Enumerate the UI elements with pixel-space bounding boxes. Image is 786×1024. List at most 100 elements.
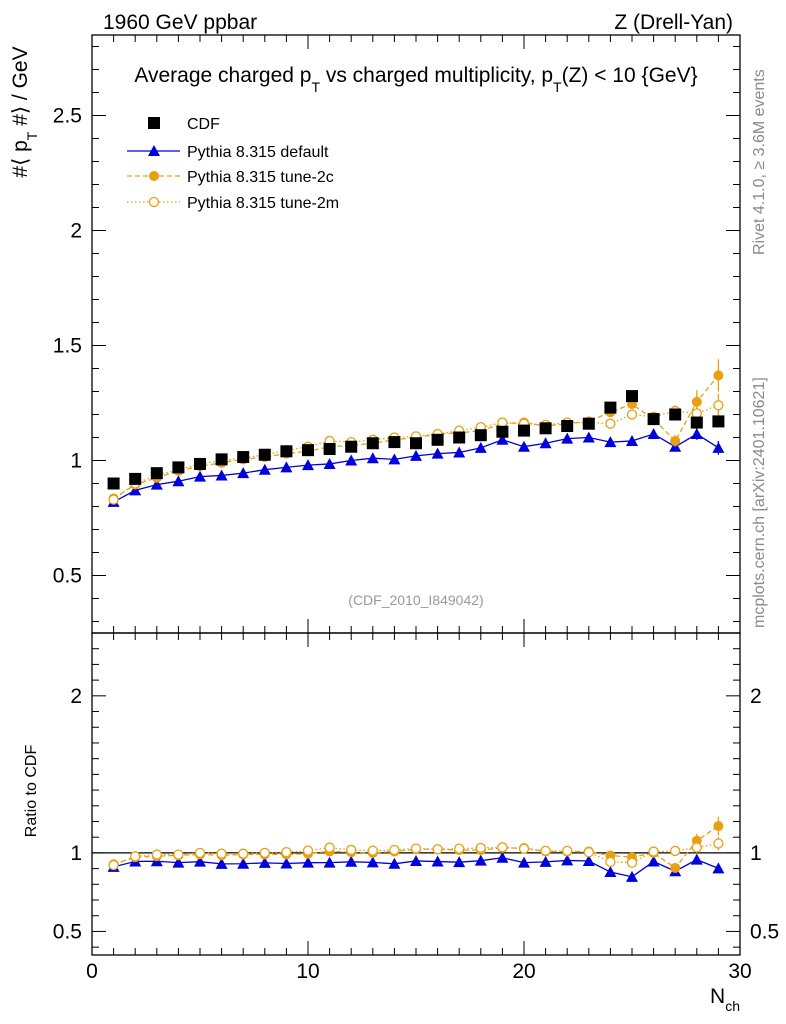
data-point-tune-2m <box>626 857 638 868</box>
ratio-panel: 0.5 0.5 1 1 2 2 0 10 20 30 Ratio to CDF Nch <box>23 632 779 1014</box>
legend: CDF Pythia 8.315 default Pythia 8.315 tu… <box>127 116 339 212</box>
data-point-tune-2m <box>518 843 530 854</box>
data-point-cdf <box>172 461 185 474</box>
data-point-default <box>237 467 250 479</box>
data-point-tune-2c <box>713 370 724 381</box>
data-point-default <box>604 436 617 448</box>
ratio-frame <box>91 632 741 956</box>
data-point-tune-2m <box>583 847 594 858</box>
data-point-tune-2m <box>540 845 551 856</box>
data-point-default <box>561 432 574 444</box>
data-point-tune-2m <box>432 844 443 855</box>
ratio-line-tune-filled <box>113 825 719 869</box>
data-point-cdf <box>258 448 271 461</box>
data-point-tune-2m <box>259 847 270 859</box>
x-tick-label: 0 <box>86 960 98 983</box>
data-point-tune-2m <box>691 408 702 419</box>
ratio-ytick-labels: 0.5 0.5 1 1 2 2 <box>53 685 779 944</box>
ratio-ytick-label-right: 0.5 <box>750 920 779 943</box>
data-point-cdf <box>129 472 142 485</box>
data-point-tune-2m <box>281 846 292 858</box>
ratio-ylabel: Ratio to CDF <box>23 745 40 838</box>
data-point-cdf <box>323 443 336 455</box>
main-ytick-label: 2.5 <box>53 105 82 128</box>
data-point-cdf <box>690 416 703 429</box>
mcplots-label: mcplots.cern.ch [arXiv:2401.10621] <box>751 377 768 628</box>
data-point-default <box>539 855 552 867</box>
data-point-cdf <box>453 431 466 444</box>
data-point-tune-2m <box>324 842 335 853</box>
x-tick-label: 20 <box>512 960 535 983</box>
data-point-tune-2m <box>691 842 702 853</box>
legend-item-tune-2m: Pythia 8.315 tune-2m <box>127 195 339 212</box>
data-point-cdf <box>194 457 206 470</box>
x-tick-label: 30 <box>728 960 751 983</box>
data-point-tune-2c <box>691 396 702 407</box>
data-point-default <box>323 457 336 469</box>
title-part-1: Average charged p <box>134 64 311 87</box>
data-point-default <box>410 854 422 866</box>
data-point-tune-2m <box>194 847 206 859</box>
main-ylabel: #⟨ pT #⟩ / GeV <box>9 46 40 177</box>
main-ytick-label: 2 <box>70 220 82 243</box>
series-default <box>107 428 725 507</box>
ratio-ytick-label-left: 1 <box>70 842 82 865</box>
data-point-cdf <box>582 417 595 430</box>
data-point-default <box>582 431 595 443</box>
main-ytick-label: 1.5 <box>53 335 82 358</box>
xlabel-part-1: N <box>710 985 725 1008</box>
data-point-default <box>345 454 358 466</box>
data-point-default <box>582 855 595 867</box>
data-point-cdf <box>604 401 617 414</box>
data-point-cdf <box>150 467 163 480</box>
legend-label-cdf: CDF <box>187 116 220 133</box>
data-point-default <box>453 446 466 458</box>
data-point-cdf <box>669 408 682 421</box>
data-point-tune-2m <box>713 400 724 411</box>
data-point-tune-2m <box>367 845 378 856</box>
data-point-tune-2m <box>626 409 638 420</box>
legend-marker-default <box>148 145 160 156</box>
header-right: Z (Drell-Yan) <box>614 11 733 34</box>
data-point-cdf <box>518 424 530 437</box>
main-ytick-label: 1 <box>70 450 82 473</box>
data-point-default <box>237 857 250 869</box>
ylabel-part-2: T <box>24 131 40 140</box>
data-point-default <box>388 857 401 869</box>
header-left: 1960 GeV ppbar <box>103 11 257 34</box>
data-point-default <box>280 857 293 869</box>
ratio-ytick-label-right: 1 <box>750 842 762 865</box>
data-point-default <box>496 433 509 445</box>
data-point-default <box>604 866 617 878</box>
data-point-default <box>474 441 487 453</box>
data-point-default <box>345 855 358 867</box>
data-point-tune-2m <box>475 842 486 854</box>
data-point-cdf <box>474 429 487 442</box>
main-ytick-label: 0.5 <box>53 565 82 588</box>
data-point-default <box>129 484 142 496</box>
title-part-2: T <box>311 79 320 95</box>
main-panel: 0.5 1 1.5 2 2.5 (CDF_2010_I849042) Average c… <box>9 34 741 634</box>
data-point-cdf <box>431 433 444 446</box>
data-point-tune-2m <box>108 494 119 505</box>
data-point-default <box>518 440 530 452</box>
data-point-default <box>712 862 725 874</box>
series-line-tune-filled <box>113 374 719 499</box>
data-point-default <box>690 853 703 865</box>
legend-label-tune-2m: Pythia 8.315 tune-2m <box>187 195 339 212</box>
data-point-default <box>647 855 660 867</box>
data-point-default <box>496 851 509 863</box>
data-point-tune-2m <box>497 417 508 428</box>
legend-label-default: Pythia 8.315 default <box>187 144 329 161</box>
data-point-default <box>518 856 530 868</box>
ratio-series-tune-open <box>108 836 724 871</box>
legend-marker-tune-2m <box>148 196 160 208</box>
data-point-tune-2m <box>389 844 400 856</box>
data-point-tune-2m <box>108 859 119 871</box>
data-point-default <box>258 463 271 475</box>
title-part-5: (Z) < 10 {GeV} <box>562 64 698 87</box>
data-point-default <box>431 855 444 867</box>
data-point-default <box>302 856 314 868</box>
data-point-tune-2m <box>346 844 357 856</box>
data-point-default <box>690 428 703 440</box>
